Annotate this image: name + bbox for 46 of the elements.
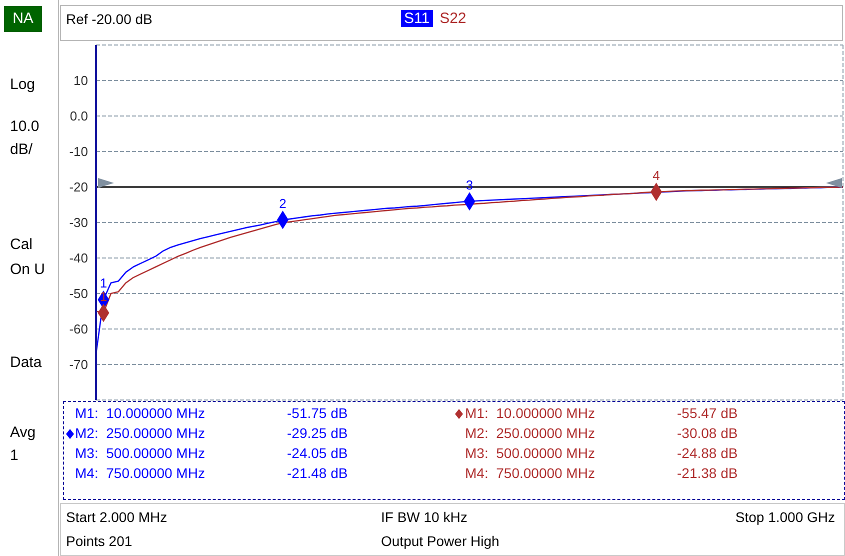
- annotation: 1: [100, 288, 108, 304]
- text: Output Power High: [381, 533, 500, 549]
- text: dB/: [10, 141, 33, 158]
- text: M1: 10.000000 MHz: [465, 405, 595, 421]
- text: M2: 250.00000 MHz: [465, 425, 595, 441]
- text: -21.48 dB: [287, 465, 348, 481]
- y-tick-label: -20: [69, 180, 88, 195]
- text: S22: [438, 10, 468, 27]
- text: Start 2.000 MHz: [66, 509, 168, 525]
- text: Log: [10, 76, 36, 93]
- text: Points 201: [66, 533, 132, 549]
- text: On U: [10, 261, 46, 278]
- text: S11: [401, 10, 433, 27]
- text: IF BW 10 kHz: [381, 509, 468, 525]
- text: Stop 1.000 GHz: [735, 509, 835, 525]
- y-tick-label: -30: [69, 215, 88, 230]
- text: -21.38 dB: [677, 465, 738, 481]
- y-tick-label: -40: [69, 250, 88, 266]
- text: -24.88 dB: [677, 445, 738, 461]
- text: NA: [4, 6, 42, 32]
- annotation: 2: [279, 196, 286, 211]
- text: 1: [10, 447, 18, 464]
- y-tick-label: -50: [69, 286, 88, 302]
- text: M3: 500.00000 MHz: [465, 445, 595, 461]
- y-tick-label: -70: [69, 357, 88, 372]
- text: -55.47 dB: [677, 405, 738, 421]
- annotation: 4: [652, 168, 660, 183]
- y-tick-label: -60: [69, 322, 88, 337]
- ref-line-label: Ref -20.00 dB: [66, 11, 152, 27]
- text: M2: 250.00000 MHz: [75, 425, 205, 441]
- text: 10.0: [10, 118, 40, 135]
- text: Avg: [10, 424, 36, 441]
- y-tick-label: 0.0: [70, 108, 88, 124]
- text: -30.08 dB: [677, 425, 738, 441]
- y-tick-label: -10: [69, 144, 88, 160]
- y-tick-label: 10: [74, 73, 88, 88]
- text: -29.25 dB: [287, 425, 348, 441]
- text: Cal: [10, 236, 33, 253]
- text: M4: 750.00000 MHz: [465, 465, 595, 481]
- text: M3: 500.00000 MHz: [75, 445, 205, 461]
- text: Data: [10, 354, 42, 371]
- annotation: 1: [100, 276, 108, 291]
- text: -51.75 dB: [287, 405, 348, 421]
- text: M1: 10.000000 MHz: [75, 405, 205, 421]
- text: -24.05 dB: [287, 445, 348, 461]
- text: M4: 750.00000 MHz: [75, 465, 205, 481]
